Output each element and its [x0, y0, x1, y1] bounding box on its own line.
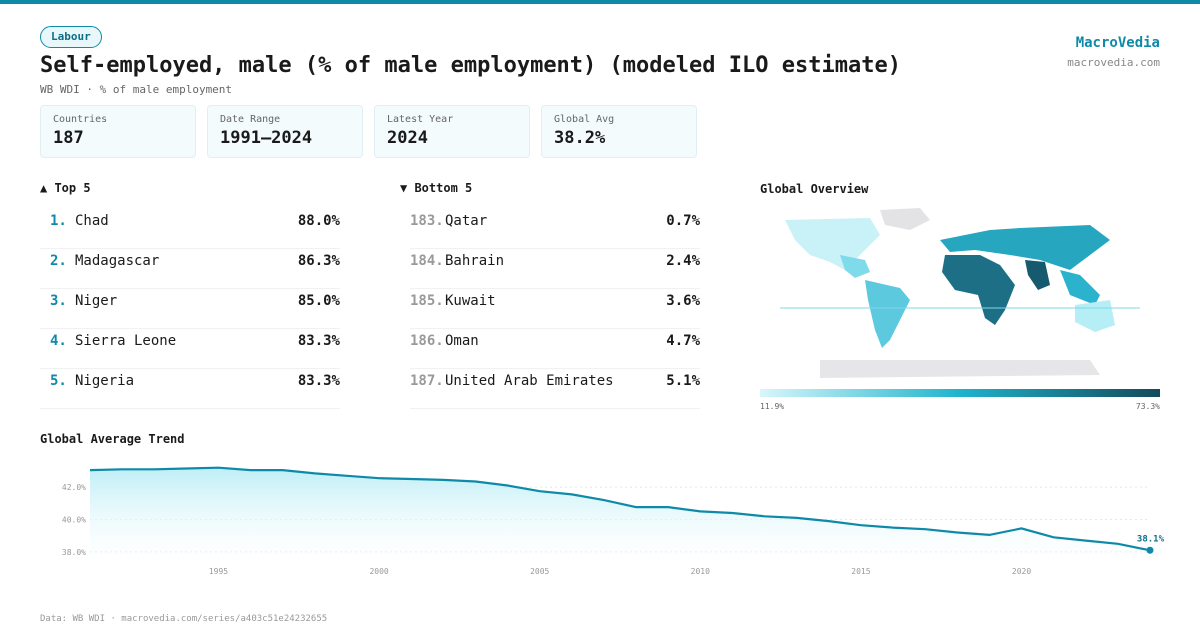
stat-card: Latest Year 2024 [374, 105, 530, 158]
value: 4.7% [666, 333, 700, 349]
stat-card: Date Range 1991–2024 [207, 105, 363, 158]
x-tick-label: 2005 [530, 567, 549, 576]
value: 2.4% [666, 253, 700, 269]
rank: 3. [50, 293, 67, 309]
country: Nigeria [75, 373, 135, 389]
y-tick-label: 42.0% [62, 483, 86, 492]
country: United Arab Emirates [445, 373, 614, 389]
rank: 186. [410, 333, 444, 349]
site[interactable]: macrovedia.com [1067, 56, 1160, 69]
scale-min: 11.9% [760, 402, 784, 411]
value-label: 38.1% [1137, 534, 1165, 544]
stat-card: Global Avg 38.2% [541, 105, 697, 158]
trend-chart: 38.0% 40.0% 42.0% 1995 2000 2005 2010 2015 2020 3… [62, 466, 1165, 576]
stat-label: Global Avg [554, 114, 615, 125]
world-map: 11.9% 73.3% [760, 208, 1160, 411]
line [89, 466, 1151, 552]
x-tick-label: 2015 [851, 567, 870, 576]
rank-row[interactable]: 4. Sierra Leone 83.3% [40, 328, 340, 369]
rank-row[interactable]: 184. Bahrain 2.4% [410, 248, 700, 289]
rank-row[interactable]: 1. Chad 88.0% [40, 208, 340, 249]
stat-value: 2024 [387, 128, 428, 148]
brand[interactable]: MacroVedia [1075, 35, 1160, 51]
country: Niger [75, 293, 118, 309]
color-scale [760, 389, 1160, 397]
land [880, 208, 930, 230]
stat-label: Date Range [220, 114, 281, 125]
rank-row[interactable]: 186. Oman 4.7% [410, 328, 700, 369]
value: 0.7% [666, 213, 700, 229]
stat-value: 187 [53, 128, 84, 148]
end-point [1146, 546, 1154, 554]
rank: 4. [50, 333, 67, 349]
y-tick-label: 40.0% [62, 516, 86, 525]
section-title: ▼ Bottom 5 [400, 181, 473, 195]
value: 86.3% [297, 253, 340, 269]
scale-max: 73.3% [1136, 402, 1160, 411]
rank: 184. [410, 253, 444, 269]
country: Qatar [445, 213, 488, 229]
subtitle: WB WDI · % of male employment [40, 83, 233, 96]
land [865, 280, 910, 348]
x-tick-label: 1995 [209, 567, 228, 576]
value: 88.0% [297, 213, 340, 229]
value: 3.6% [666, 293, 700, 309]
rank-row[interactable]: 185. Kuwait 3.6% [410, 288, 700, 329]
area [90, 467, 1150, 560]
page-title: Self-employed, male (% of male employmen… [40, 53, 901, 78]
country: Oman [445, 333, 479, 349]
section-title: Global Overview [760, 182, 869, 196]
value: 83.3% [297, 333, 340, 349]
rank-row[interactable]: 187. United Arab Emirates 5.1% [410, 368, 700, 409]
rank-row[interactable]: 3. Niger 85.0% [40, 288, 340, 329]
value: 85.0% [297, 293, 340, 309]
country: Madagascar [75, 253, 160, 269]
x-tick-label: 2000 [369, 567, 388, 576]
rank: 5. [50, 373, 67, 389]
land [1060, 270, 1100, 305]
chart-title: Global Average Trend [40, 432, 185, 446]
rank: 187. [410, 373, 444, 389]
category-tag[interactable]: Labour [40, 26, 102, 48]
rank-row[interactable]: 2. Madagascar 86.3% [40, 248, 340, 289]
top-bar [0, 0, 1200, 4]
stat-value: 1991–2024 [220, 128, 313, 148]
land [820, 360, 1100, 378]
stat-card: Countries 187 [40, 105, 196, 158]
country: Kuwait [445, 293, 496, 309]
land [940, 225, 1110, 270]
country: Bahrain [445, 253, 505, 269]
rank: 185. [410, 293, 444, 309]
land [1025, 260, 1050, 290]
stat-label: Latest Year [387, 114, 454, 125]
rank: 183. [410, 213, 444, 229]
stat-value: 38.2% [554, 128, 606, 148]
footer: Data: WB WDI · macrovedia.com/series/a40… [40, 614, 328, 624]
rank-row[interactable]: 5. Nigeria 83.3% [40, 368, 340, 409]
land [840, 255, 870, 278]
x-tick-label: 2020 [1012, 567, 1031, 576]
y-tick-label: 38.0% [62, 548, 86, 557]
rank-row[interactable]: 183. Qatar 0.7% [410, 208, 700, 249]
value: 83.3% [297, 373, 340, 389]
country: Chad [75, 213, 109, 229]
land [785, 218, 880, 270]
value: 5.1% [666, 373, 700, 389]
rank: 2. [50, 253, 67, 269]
stat-label: Countries [53, 114, 108, 125]
section-title: ▲ Top 5 [40, 181, 91, 195]
country: Sierra Leone [75, 333, 177, 349]
rank: 1. [50, 213, 67, 229]
x-tick-label: 2010 [691, 567, 710, 576]
